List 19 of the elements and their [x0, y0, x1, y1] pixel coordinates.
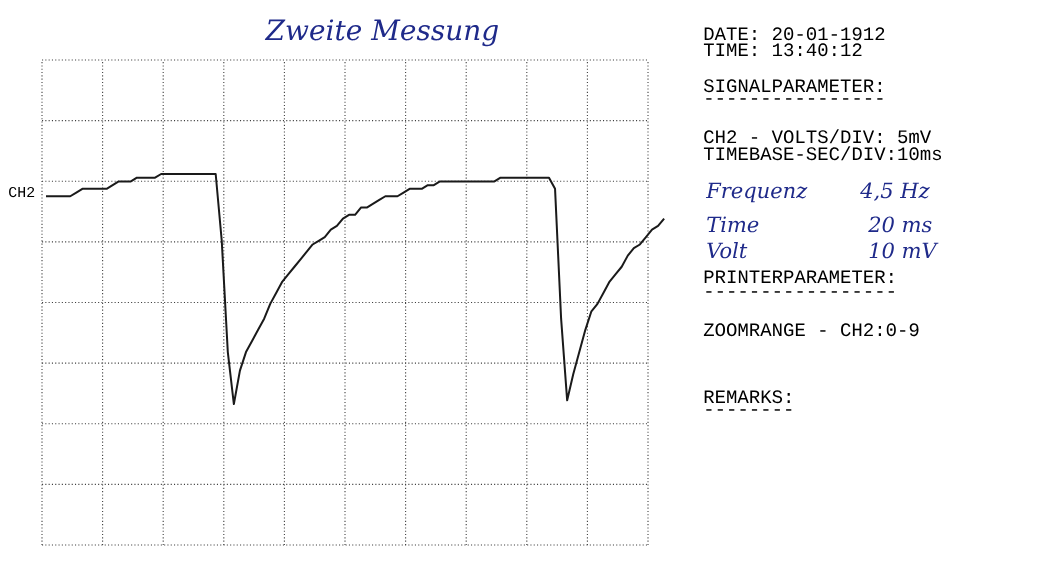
text: PRINTERPARAMETER: [704, 270, 893, 283]
text: ----------------- [706, 291, 894, 293]
text: 20 ms [868, 216, 932, 233]
text: TIME: 13:40:12 [703, 43, 862, 57]
text: 4,5 Hz [860, 182, 930, 201]
text: Time [707, 216, 759, 233]
text: CH2 [9, 186, 35, 198]
text: -------- [706, 409, 792, 411]
text: 10 mV [869, 242, 939, 259]
text: ---------------- [706, 98, 883, 100]
chart-title: Zweite Messung [264, 19, 498, 47]
text: ZOOMRANGE - CH2:0-9 [703, 323, 919, 337]
text: TIMEBASE-SEC/DIV:10ms [703, 146, 942, 161]
text: REMARKS: [704, 390, 790, 404]
text: DATE: 20-01-1912 [704, 27, 885, 41]
text: CH2 - VOLTS/DIV: 5mV [704, 129, 932, 144]
text: SIGNALPARAMETER: [703, 79, 881, 93]
text: Frequenz [705, 182, 808, 203]
text: Volt [707, 242, 748, 259]
